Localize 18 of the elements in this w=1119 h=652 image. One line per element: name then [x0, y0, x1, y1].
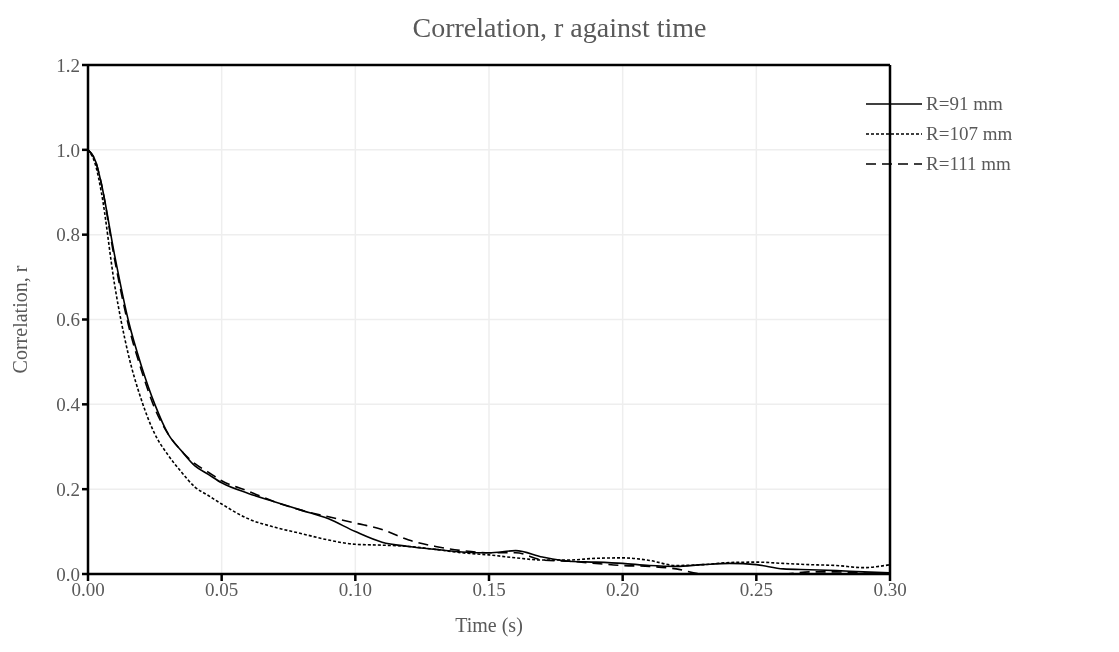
- y-tick-label: 0.4: [56, 394, 81, 416]
- chart-title: Correlation, r against time: [411, 11, 708, 45]
- y-tick-label: 0.8: [56, 224, 80, 246]
- x-tick-label: 0.10: [338, 579, 372, 601]
- y-tick-label: 1.0: [56, 139, 80, 161]
- x-tick-label: 0.30: [873, 579, 907, 601]
- y-tick-label: 1.2: [56, 54, 80, 76]
- x-tick-label: 0.05: [205, 579, 239, 601]
- y-axis-title: Correlation, r: [9, 265, 32, 374]
- legend-label: R=91 mm: [926, 93, 1003, 115]
- x-tick-label: 0.25: [739, 579, 773, 601]
- y-tick-label: 0.2: [56, 478, 80, 500]
- x-tick-label: 0.15: [472, 579, 506, 601]
- y-tick-label: 0.6: [56, 309, 80, 331]
- x-axis-title: Time (s): [455, 614, 523, 637]
- x-tick-label: 0.20: [606, 579, 640, 601]
- legend-label: R=111 mm: [926, 153, 1011, 175]
- legend-label: R=107 mm: [926, 123, 1013, 145]
